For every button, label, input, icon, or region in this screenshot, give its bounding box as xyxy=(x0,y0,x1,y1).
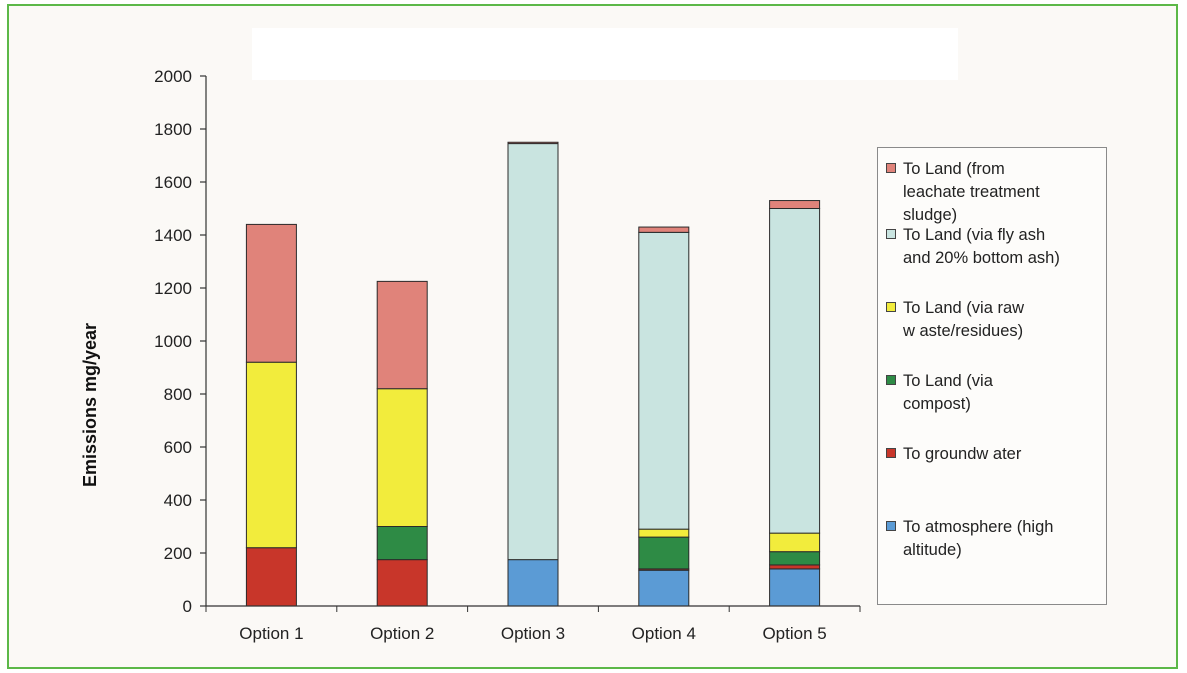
legend-swatch xyxy=(886,448,896,458)
legend-label-line: sludge) xyxy=(903,206,958,224)
bar-segment xyxy=(769,551,821,566)
legend-label: To Land (via raw w aste/residues) xyxy=(903,297,1103,343)
y-tick-label: 1200 xyxy=(154,279,192,298)
bar-segment xyxy=(245,361,297,549)
x-tick-label: Option 5 xyxy=(762,624,826,643)
legend-swatch xyxy=(886,521,896,531)
chart-title-area xyxy=(252,28,958,80)
legend-label: To groundw ater xyxy=(903,443,1103,466)
legend-label-line: altitude) xyxy=(903,541,962,559)
legend-label-line: To groundw ater xyxy=(903,445,1022,463)
bar-segment xyxy=(245,547,297,607)
bar-segment xyxy=(638,569,690,607)
x-tick-label: Option 4 xyxy=(632,624,696,643)
bar-segment xyxy=(769,532,821,553)
bar-segment xyxy=(638,226,690,233)
y-tick-label: 400 xyxy=(164,491,192,510)
bar-segment xyxy=(638,528,690,538)
legend-label-line: To atmosphere (high xyxy=(903,518,1054,536)
bar-segment xyxy=(638,536,690,570)
legend-label-line: leachate treatment xyxy=(903,183,1040,201)
legend-label-line: To Land (via xyxy=(903,372,993,390)
x-tick-label: Option 1 xyxy=(239,624,303,643)
y-tick-label: 200 xyxy=(164,544,192,563)
legend-label: To Land (via compost) xyxy=(903,370,1103,416)
bar-segment xyxy=(769,564,821,570)
bar-segment xyxy=(769,208,821,534)
legend: To Land (from leachate treatment sludge) To… xyxy=(877,147,1107,605)
y-tick-label: 0 xyxy=(183,597,192,616)
bar-segment xyxy=(376,559,428,607)
legend-label: To Land (from leachate treatment sludge) xyxy=(903,158,1103,227)
bars-group xyxy=(245,141,821,607)
y-tick-label: 1400 xyxy=(154,226,192,245)
y-axis: 0 200 400 600 800 1000 1200 1400 1600 1800 2000 xyxy=(154,67,207,616)
bar-segment xyxy=(376,388,428,528)
y-tick-label: 2000 xyxy=(154,67,192,86)
bar-segment xyxy=(769,200,821,210)
bar-segment xyxy=(507,141,559,145)
bar-segment xyxy=(507,559,559,607)
legend-label: To atmosphere (high altitude) xyxy=(903,516,1103,562)
legend-label-line: compost) xyxy=(903,395,971,413)
legend-swatch xyxy=(886,375,896,385)
x-tick-label: Option 2 xyxy=(370,624,434,643)
legend-swatch xyxy=(886,163,896,173)
bar-segment xyxy=(507,143,559,561)
y-tick-label: 1000 xyxy=(154,332,192,351)
y-tick-label: 800 xyxy=(164,385,192,404)
bar-segment xyxy=(376,526,428,561)
bar-segment xyxy=(769,568,821,607)
legend-label-line: w aste/residues) xyxy=(903,322,1024,340)
x-tick-label: Option 3 xyxy=(501,624,565,643)
y-tick-label: 600 xyxy=(164,438,192,457)
legend-label-line: To Land (via fly ash xyxy=(903,226,1046,244)
y-axis-label: Emissions mg/year xyxy=(80,323,100,487)
legend-label-line: and 20% bottom ash) xyxy=(903,249,1060,267)
bar-segment xyxy=(245,223,297,363)
bar-segment xyxy=(376,280,428,390)
y-tick-label: 1800 xyxy=(154,120,192,139)
bar-segment xyxy=(638,231,690,530)
x-axis: Option 1 Option 2 Option 3 Option 4 Option 5 xyxy=(205,605,861,643)
legend-swatch xyxy=(886,229,896,239)
legend-swatch xyxy=(886,302,896,312)
legend-label: To Land (via fly ash and 20% bottom ash) xyxy=(903,224,1103,270)
y-tick-label: 1600 xyxy=(154,173,192,192)
legend-label-line: To Land (via raw xyxy=(903,299,1025,317)
legend-label-line: To Land (from xyxy=(903,160,1005,178)
